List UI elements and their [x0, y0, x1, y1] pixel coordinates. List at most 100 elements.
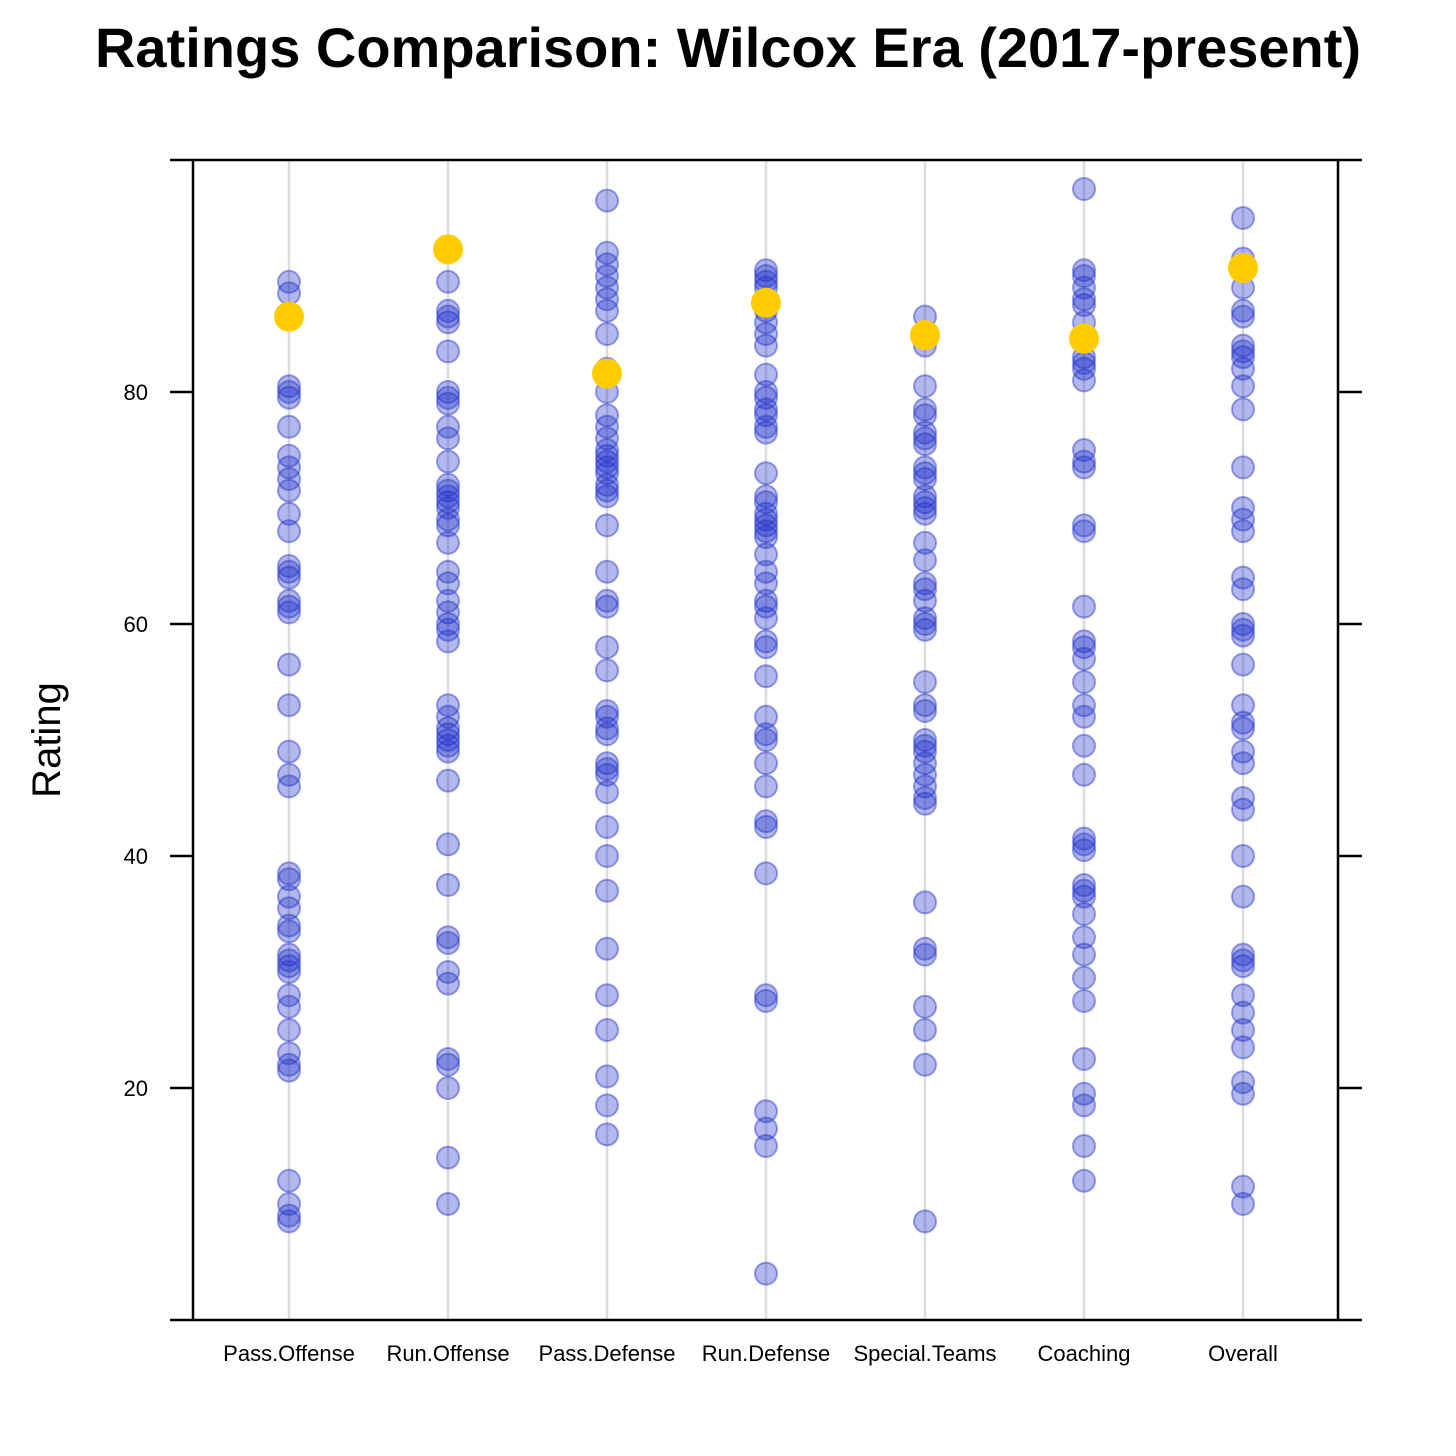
data-point — [277, 1209, 301, 1234]
data-point — [1231, 786, 1255, 810]
data-point — [913, 455, 937, 480]
data-point — [277, 443, 301, 468]
data-point — [436, 931, 460, 955]
data-point — [754, 635, 778, 660]
data-point — [913, 606, 937, 631]
data-point — [1231, 496, 1255, 520]
y-tick-label: 20 — [124, 1076, 148, 1101]
data-point — [754, 420, 778, 445]
data-point — [436, 588, 460, 613]
data-point — [436, 339, 460, 364]
data-point — [913, 496, 937, 520]
data-point — [1231, 565, 1255, 590]
data-point — [754, 989, 778, 1013]
data-point — [754, 525, 778, 549]
data-point — [595, 443, 619, 468]
data-point — [913, 403, 937, 428]
data-point — [1072, 878, 1096, 903]
data-point — [595, 188, 619, 213]
data-point — [1231, 844, 1255, 868]
data-point — [595, 252, 619, 277]
data-point — [1231, 1192, 1255, 1216]
data-point — [754, 501, 778, 526]
data-point — [1231, 710, 1255, 735]
data-point — [277, 652, 301, 677]
data-point — [1072, 293, 1096, 317]
data-point — [754, 1116, 778, 1141]
data-point — [754, 774, 778, 799]
data-point — [277, 861, 301, 886]
data-point — [277, 948, 301, 973]
data-point — [913, 728, 937, 752]
data-point — [1231, 397, 1255, 422]
data-point — [1072, 646, 1096, 671]
data-point — [277, 884, 301, 909]
data-point — [595, 815, 619, 839]
data-point — [277, 467, 301, 491]
data-point — [1072, 1047, 1096, 1071]
data-point — [1072, 368, 1096, 393]
data-point — [436, 304, 460, 329]
data-point — [754, 1261, 778, 1286]
data-point — [913, 548, 937, 573]
data-point — [1072, 733, 1096, 758]
data-point — [277, 774, 301, 799]
data-point — [913, 994, 937, 1019]
data-point — [913, 397, 937, 422]
data-point — [277, 994, 301, 1019]
y-tick-label: 40 — [124, 844, 148, 869]
data-point — [1072, 356, 1096, 381]
data-point — [1072, 704, 1096, 729]
data-point — [436, 414, 460, 439]
data-point — [595, 757, 619, 781]
data-point — [277, 554, 301, 578]
data-point — [436, 530, 460, 555]
data-point — [595, 936, 619, 961]
data-point — [754, 588, 778, 613]
highlight-point-6 — [1228, 252, 1258, 283]
data-point — [754, 861, 778, 886]
data-point — [1072, 1168, 1096, 1193]
data-point — [436, 612, 460, 636]
highlight-point-2 — [592, 358, 622, 389]
category-label-5: Coaching — [1038, 1341, 1131, 1366]
category-label-4: Special.Teams — [853, 1341, 996, 1366]
data-point — [754, 490, 778, 515]
data-point — [277, 1041, 301, 1066]
data-point — [595, 287, 619, 312]
data-point — [277, 1192, 301, 1216]
data-point — [436, 1052, 460, 1077]
data-point — [1072, 942, 1096, 967]
data-point — [1072, 838, 1096, 863]
data-point — [913, 426, 937, 451]
data-point — [595, 559, 619, 584]
data-point — [436, 380, 460, 404]
data-point — [436, 1047, 460, 1071]
data-point — [913, 577, 937, 602]
data-point — [277, 762, 301, 787]
data-point — [436, 617, 460, 642]
data-point — [595, 594, 619, 619]
data-point — [754, 722, 778, 747]
data-point — [277, 739, 301, 764]
chart-title: Ratings Comparison: Wilcox Era (2017-pre… — [95, 16, 1361, 79]
data-point — [277, 385, 301, 410]
data-point — [595, 699, 619, 723]
data-point — [1072, 873, 1096, 897]
data-point — [913, 374, 937, 399]
data-point — [595, 1018, 619, 1042]
data-point — [1231, 884, 1255, 909]
data-point — [1072, 1081, 1096, 1106]
data-point — [436, 733, 460, 758]
data-point — [436, 739, 460, 764]
data-point — [595, 426, 619, 451]
data-point — [1231, 623, 1255, 648]
highlight-point-3 — [751, 287, 781, 318]
data-point — [277, 919, 301, 944]
data-point — [595, 780, 619, 805]
data-point — [595, 513, 619, 538]
data-point — [277, 1058, 301, 1083]
data-point — [595, 264, 619, 288]
data-point — [913, 1209, 937, 1234]
